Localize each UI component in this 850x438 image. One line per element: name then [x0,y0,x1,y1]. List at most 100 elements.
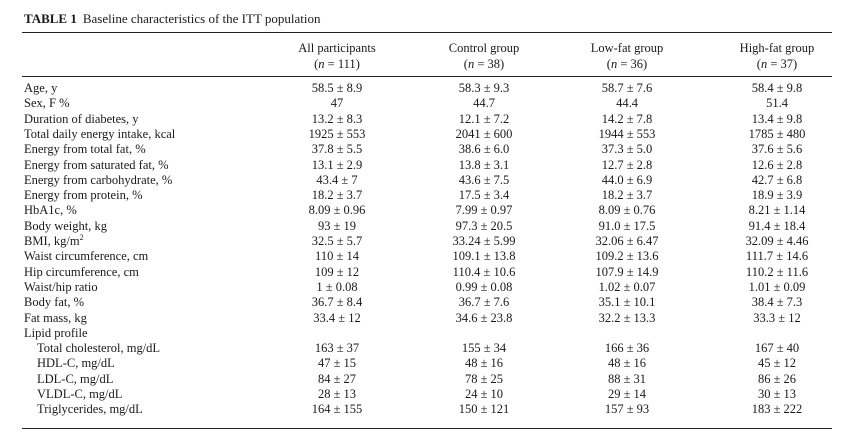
row-label: Waist/hip ratio [24,279,98,294]
row-label: Body weight, kg [24,218,107,233]
table-row: Lipid profile [0,326,850,340]
column-n: (n = 38) [463,57,505,71]
table-cell: 97.3 ± 20.5 [455,218,513,233]
top-rule [22,32,832,33]
table-cell: 18.2 ± 3.7 [311,188,363,203]
row-label: BMI, kg/m2 [24,233,84,249]
table-cell: 33.24 ± 5.99 [452,234,516,248]
table-cell: 109 ± 12 [314,264,360,279]
table-cell: 111.7 ± 14.6 [745,249,809,264]
table-cell: 30 ± 13 [757,387,797,401]
table-cell: 78 ± 25 [464,371,504,386]
table-row: Hip circumference, cm 109 ± 12 110.4 ± 10.… [0,265,850,279]
table-cell: 44.4 [616,96,638,111]
row-label: Sex, F % [24,96,70,111]
table-cell: 42.7 ± 6.8 [751,172,803,187]
table-cell: 93 ± 19 [317,218,357,233]
table-row: Total cholesterol, mg/dL 163 ± 37 155 ± 34… [0,341,850,355]
bottom-rule [22,428,832,429]
row-label: LDL-C, mg/dL [37,371,114,386]
table-cell: 13.8 ± 3.1 [458,157,510,172]
table-cell: 32.5 ± 5.7 [311,234,363,248]
table-cell: 43.4 ± 7 [316,172,358,187]
table-row: Waist circumference, cm 110 ± 14 109.1 ± 1… [0,249,850,263]
table-cell: 18.2 ± 3.7 [601,188,653,203]
table-row: Body fat, % 36.7 ± 8.4 36.7 ± 7.6 35.1 ± 10… [0,295,850,309]
column-header: Low-fat group (n = 36) [552,40,702,72]
table-cell: 48 ± 16 [607,356,647,371]
row-label: Age, y [24,81,58,95]
table-cell: 107.9 ± 14.9 [595,264,659,279]
table-cell: 109.1 ± 13.8 [452,249,516,264]
row-label: Duration of diabetes, y [24,111,139,126]
table-row: LDL-C, mg/dL 84 ± 27 78 ± 25 88 ± 31 86 ± 26 [0,372,850,386]
column-header: Control group (n = 38) [409,40,559,72]
table-cell: 109.2 ± 13.6 [595,249,659,264]
row-label: Energy from saturated fat, % [24,157,169,172]
table-cell: 33.3 ± 12 [753,310,801,325]
table-cell: 12.7 ± 2.8 [601,157,653,172]
table-cell: 33.4 ± 12 [313,310,361,325]
table-row: Total daily energy intake, kcal 1925 ± 55… [0,127,850,141]
column-n: (n = 36) [606,57,648,71]
table-cell: 28 ± 13 [317,387,357,401]
table-cell: 110 ± 14 [315,249,359,264]
table-cell: 37.8 ± 5.5 [311,142,363,157]
table-cell: 13.1 ± 2.9 [311,157,363,172]
column-name: High-fat group [739,41,815,55]
table-cell: 8.21 ± 1.14 [748,203,806,218]
table-row: HDL-C, mg/dL 47 ± 15 48 ± 16 48 ± 16 45 ± 12 [0,356,850,370]
table-cell: 38.6 ± 6.0 [458,142,510,157]
table-cell: 44.0 ± 6.9 [601,172,653,187]
table-cell: 29 ± 14 [607,387,647,401]
table-row: Energy from carbohydrate, % 43.4 ± 7 43.6 … [0,173,850,187]
table-cell: 35.1 ± 10.1 [598,295,656,310]
table-cell: 12.6 ± 2.8 [751,157,803,172]
table-cell: 58.3 ± 9.3 [458,81,510,95]
row-label: Energy from carbohydrate, % [24,172,173,187]
table-title: Baseline characteristics of the ITT popu… [82,11,321,26]
table-cell: 8.09 ± 0.76 [598,203,656,218]
table-cell: 1.01 ± 0.09 [748,279,806,294]
table-cell: 34.6 ± 23.8 [455,310,513,325]
table-cell: 167 ± 40 [754,341,800,356]
table-cell: 14.2 ± 7.8 [601,111,653,126]
column-n: (n = 111) [314,57,360,71]
table-cell: 2041 ± 600 [455,126,513,141]
table-cell: 47 ± 15 [317,356,357,371]
table-number: TABLE 1 [24,11,77,26]
table-caption: TABLE 1 Baseline characteristics of the I… [24,11,321,27]
table-row: HbA1c, % 8.09 ± 0.96 7.99 ± 0.97 8.09 ± 0.7… [0,203,850,217]
table-cell: 1925 ± 553 [308,126,366,141]
table-row: BMI, kg/m2 32.5 ± 5.7 33.24 ± 5.99 32.06 ± … [0,233,850,249]
table-cell: 13.2 ± 8.3 [311,111,363,126]
table-cell: 51.4 [766,96,788,111]
table-cell: 183 ± 222 [751,402,803,417]
table-cell: 58.5 ± 8.9 [311,81,363,95]
table-cell: 8.09 ± 0.96 [308,203,366,218]
row-label: Waist circumference, cm [24,249,149,264]
table-cell: 110.4 ± 10.6 [452,264,516,279]
table-cell: 24 ± 10 [464,387,504,401]
table-cell: 45 ± 12 [757,356,797,371]
row-label: Fat mass, kg [24,310,87,325]
column-name: All participants [298,41,376,55]
table-row: Sex, F % 47 44.7 44.4 51.4 [0,96,850,110]
table-cell: 84 ± 27 [317,371,357,386]
table-cell: 91.4 ± 18.4 [748,218,806,233]
table-cell: 36.7 ± 8.4 [311,295,363,310]
table-row: Triglycerides, mg/dL 164 ± 155 150 ± 121 15… [0,402,850,416]
table-row: Energy from protein, % 18.2 ± 3.7 17.5 ± 3… [0,188,850,202]
table-cell: 7.99 ± 0.97 [455,203,513,218]
table-cell: 37.3 ± 5.0 [601,142,653,157]
row-label: Energy from protein, % [24,188,143,203]
table-cell: 58.7 ± 7.6 [601,81,653,95]
table-cell: 48 ± 16 [464,356,504,371]
table-cell: 17.5 ± 3.4 [458,188,510,203]
row-label: HDL-C, mg/dL [37,356,115,371]
table-cell: 166 ± 36 [604,341,650,356]
row-label: Lipid profile [24,325,88,340]
table-cell: 13.4 ± 9.8 [751,111,803,126]
table-row: Fat mass, kg 33.4 ± 12 34.6 ± 23.8 32.2 ± 1… [0,311,850,325]
table-cell: 58.4 ± 9.8 [751,81,803,95]
